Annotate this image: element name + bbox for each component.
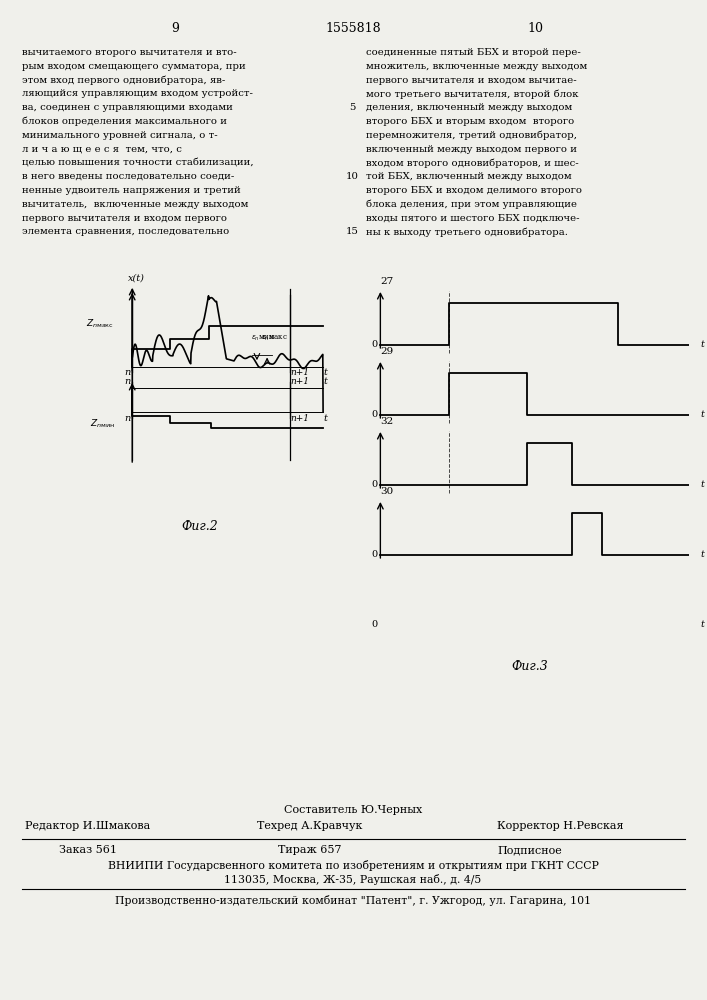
Text: Фиг.2: Фиг.2 <box>182 520 218 533</box>
Text: 30: 30 <box>380 487 394 496</box>
Text: 0: 0 <box>372 410 378 419</box>
Text: блоков определения максимального и: блоков определения максимального и <box>22 117 227 126</box>
Text: л и ч а ю щ е е с я  тем, что, с: л и ч а ю щ е е с я тем, что, с <box>22 145 182 154</box>
Text: Составитель Ю.Черных: Составитель Ю.Черных <box>284 805 422 815</box>
Text: включенный между выходом первого и: включенный между выходом первого и <box>366 145 577 154</box>
Text: Производственно-издательский комбинат "Патент", г. Ужгород, ул. Гагарина, 101: Производственно-издательский комбинат "П… <box>115 895 591 906</box>
Text: $\varepsilon_{n}$макс: $\varepsilon_{n}$макс <box>261 334 288 343</box>
Text: 10: 10 <box>346 172 358 181</box>
Text: 0: 0 <box>372 480 378 489</box>
Text: 10: 10 <box>527 22 543 35</box>
Text: входом второго одновибраторов, и шес-: входом второго одновибраторов, и шес- <box>366 158 578 168</box>
Text: Тираж 657: Тираж 657 <box>279 845 341 855</box>
Text: 9: 9 <box>171 22 179 35</box>
Text: минимального уровней сигнала, о т-: минимального уровней сигнала, о т- <box>22 131 218 140</box>
Text: 0: 0 <box>372 340 378 349</box>
Text: t: t <box>323 368 327 377</box>
Text: n: n <box>124 377 131 386</box>
Text: 15: 15 <box>346 227 358 236</box>
Text: в него введены последовательно соеди-: в него введены последовательно соеди- <box>22 172 234 181</box>
Text: ляющийся управляющим входом устройст-: ляющийся управляющим входом устройст- <box>22 89 253 98</box>
Text: 29: 29 <box>380 347 394 356</box>
Text: деления, включенный между выходом: деления, включенный между выходом <box>366 103 572 112</box>
Text: элемента сравнения, последовательно: элемента сравнения, последовательно <box>22 227 229 236</box>
Text: входы пятого и шестого ББХ подключе-: входы пятого и шестого ББХ подключе- <box>366 214 580 223</box>
Text: Заказ 561: Заказ 561 <box>59 845 117 855</box>
Text: 1555818: 1555818 <box>325 22 381 35</box>
Text: Редактор И.Шмакова: Редактор И.Шмакова <box>25 821 151 831</box>
Text: Подписное: Подписное <box>498 845 562 855</box>
Text: $Z_{n\mathsf{макс}}$: $Z_{n\mathsf{макс}}$ <box>86 317 115 330</box>
Text: рым входом смещающего сумматора, при: рым входом смещающего сумматора, при <box>22 62 246 71</box>
Text: Корректор Н.Ревская: Корректор Н.Ревская <box>497 821 624 831</box>
Text: t: t <box>323 377 327 386</box>
Text: 32: 32 <box>380 417 394 426</box>
Text: n: n <box>124 414 131 423</box>
Text: ва, соединен с управляющими входами: ва, соединен с управляющими входами <box>22 103 233 112</box>
Text: Техред А.Кравчук: Техред А.Кравчук <box>257 821 363 831</box>
Text: $Z_{n\mathsf{мин}}$: $Z_{n\mathsf{мин}}$ <box>90 418 115 430</box>
Text: t: t <box>323 414 327 423</box>
Text: вычитаемого второго вычитателя и вто-: вычитаемого второго вычитателя и вто- <box>22 48 237 57</box>
Text: n+1: n+1 <box>290 377 309 386</box>
Text: 0: 0 <box>372 620 378 629</box>
Text: t: t <box>701 410 705 419</box>
Text: $\varepsilon_{n}$мин: $\varepsilon_{n}$мин <box>250 334 274 343</box>
Text: целью повышения точности стабилизации,: целью повышения точности стабилизации, <box>22 158 254 167</box>
Text: t: t <box>701 550 705 559</box>
Text: Фиг.3: Фиг.3 <box>512 660 549 673</box>
Text: блока деления, при этом управляющие: блока деления, при этом управляющие <box>366 200 577 209</box>
Text: той ББХ, включенный между выходом: той ББХ, включенный между выходом <box>366 172 572 181</box>
Text: n+1: n+1 <box>290 414 309 423</box>
Text: 0: 0 <box>372 550 378 559</box>
Text: вычитатель,  включенные между выходом: вычитатель, включенные между выходом <box>22 200 248 209</box>
Text: ны к выходу третьего одновибратора.: ны к выходу третьего одновибратора. <box>366 227 568 237</box>
Text: t: t <box>701 620 705 629</box>
Text: n: n <box>124 368 131 377</box>
Text: ненные удвоитель напряжения и третий: ненные удвоитель напряжения и третий <box>22 186 241 195</box>
Text: n+1: n+1 <box>290 368 309 377</box>
Text: второго ББХ и входом делимого второго: второго ББХ и входом делимого второго <box>366 186 582 195</box>
Text: t: t <box>701 480 705 489</box>
Text: x(t): x(t) <box>129 274 145 283</box>
Text: 113035, Москва, Ж-35, Раушская наб., д. 4/5: 113035, Москва, Ж-35, Раушская наб., д. … <box>224 874 481 885</box>
Text: первого вычитателя и входом вычитае-: первого вычитателя и входом вычитае- <box>366 76 577 85</box>
Text: t: t <box>701 340 705 349</box>
Text: второго ББХ и вторым входом  второго: второго ББХ и вторым входом второго <box>366 117 574 126</box>
Text: множитель, включенные между выходом: множитель, включенные между выходом <box>366 62 588 71</box>
Text: ВНИИПИ Государсвенного комитета по изобретениям и открытиям при ГКНТ СССР: ВНИИПИ Государсвенного комитета по изобр… <box>107 860 598 871</box>
Text: соединенные пятый ББХ и второй пере-: соединенные пятый ББХ и второй пере- <box>366 48 580 57</box>
Text: 27: 27 <box>380 277 394 286</box>
Text: этом вход первого одновибратора, яв-: этом вход первого одновибратора, яв- <box>22 76 226 85</box>
Text: мого третьего вычитателя, второй блок: мого третьего вычитателя, второй блок <box>366 89 578 99</box>
Text: перемножителя, третий одновибратор,: перемножителя, третий одновибратор, <box>366 131 577 140</box>
Text: первого вычитателя и входом первого: первого вычитателя и входом первого <box>22 214 227 223</box>
Text: 5: 5 <box>349 103 355 112</box>
